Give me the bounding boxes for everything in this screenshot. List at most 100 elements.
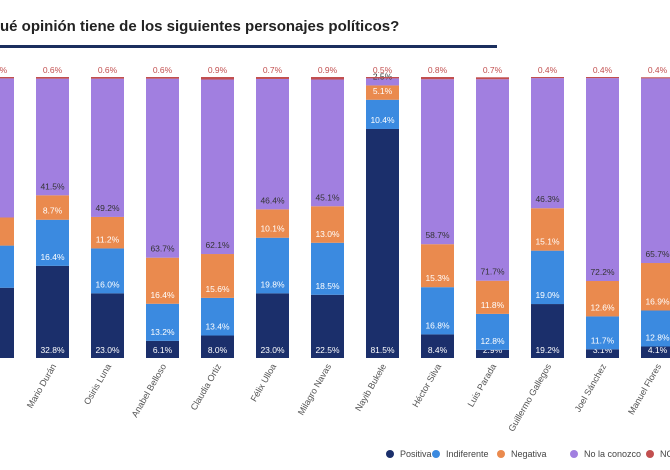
data-label: 46.4% [260,195,285,205]
bar-segment [36,265,69,358]
legend-item-positiva: Positiva [386,449,432,459]
legend-item-nc: NC [646,449,670,459]
bar-segment [641,310,670,347]
data-label: 15.3% [425,273,450,283]
category-label: Manuel Flores [626,362,663,417]
data-label: 0.9% [208,65,228,75]
bar-segment [641,263,670,311]
bar-segment [311,77,344,80]
data-label: 8.0% [208,345,228,355]
data-label: 12.6% [590,302,615,312]
data-label: 0.8% [428,65,448,75]
bar-segment [476,313,509,350]
legend-label: NC [660,449,670,459]
data-label: 0.9% [318,65,338,75]
bar-segment [0,245,14,288]
legend-item-no-la-conozco: No la conozco [570,449,641,459]
bar-segment [311,79,344,207]
data-label: 12.8% [645,332,670,342]
data-label: 10.1% [260,224,285,234]
bar-segment [586,349,619,358]
data-label: 19.2% [535,345,560,355]
bar-segment [366,99,399,129]
data-label: 15.1% [535,237,560,247]
bar-segment [0,78,14,218]
data-label: 81.5% [370,345,395,355]
legend-swatch [497,450,505,458]
category-label: Mario Durán [25,362,58,410]
bar-segment [366,85,399,100]
legend-swatch [386,450,394,458]
legend-label: Positiva [400,449,432,459]
bar-segment [531,77,564,79]
bar-segment [256,209,289,238]
bar-segment [201,254,234,298]
data-label: 0.6% [98,65,118,75]
data-label: 46.3% [535,194,560,204]
data-label: 72.2% [590,267,615,277]
data-label: 0.6% [43,65,63,75]
category-label: Milagro Navas [296,362,334,417]
bar-segment [421,244,454,288]
bar-segment [311,242,344,295]
data-label: 15.6% [205,284,230,294]
legend-label: Indiferente [446,449,489,459]
bar-segment [531,250,564,305]
data-label: 12.8% [480,336,505,346]
data-label: 63.7% [150,244,175,254]
chart-legend: Positiva Indiferente Negativa No la cono… [0,449,670,463]
stacked-bar-chart: 0.5% 32.8% 16.4% 8.7% 41.5% 0.6% Mario Durán 23… [0,65,670,433]
bar-segment [91,77,124,79]
bar-segment [256,237,289,294]
bar-segment [531,304,564,358]
bar-segment [421,77,454,80]
bar-segment [201,77,234,80]
data-label: 22.5% [315,345,340,355]
category-label: Nayib Bukele [353,362,388,413]
bar-segment [476,77,509,80]
data-label: 41.5% [40,181,65,191]
data-label: 11.2% [96,234,120,244]
data-label: 13.4% [205,322,230,332]
data-label: 16.4% [40,252,65,262]
bar-segment [0,287,14,358]
bar-segment [366,78,399,86]
data-label: 2.5% [373,71,393,81]
bar-segment [586,281,619,317]
chart-title: ué opinión tiene de los siguientes perso… [0,18,400,35]
bar-segment [366,128,399,358]
bar-segment [36,219,69,266]
data-label: 65.7% [645,249,670,259]
bar-segment [311,294,344,358]
bar-segment [586,77,619,79]
legend-swatch [570,450,578,458]
bar-segment [366,77,399,79]
bar-segment [91,216,124,249]
legend-item-negativa: Negativa [497,449,547,459]
category-label: Félix Ulloa [249,362,279,403]
bar-segment [91,248,124,294]
bar-segment [586,316,619,350]
data-label: 0.4% [593,65,613,75]
bar-segment [476,79,509,281]
bar-segment [36,77,69,79]
data-label: 6.1% [153,345,173,355]
data-label: 49.2% [95,203,120,213]
data-label: 10.4% [370,115,395,125]
data-label: 16.0% [95,279,120,289]
bar-segment [91,78,124,217]
legend-swatch [432,450,440,458]
bar-segment [421,79,454,245]
bar-segment [91,293,124,358]
bar-segment [531,208,564,251]
bar-segment [311,206,344,243]
bar-segment [201,79,234,255]
bar-segment [0,77,14,79]
data-label: 0.7% [483,65,503,75]
bar-segment [146,257,179,304]
bar-segment [256,78,289,210]
data-label: 0.6% [153,65,173,75]
bar-segment [421,287,454,335]
data-label: 0.7% [263,65,283,75]
bar-segment [476,349,509,358]
